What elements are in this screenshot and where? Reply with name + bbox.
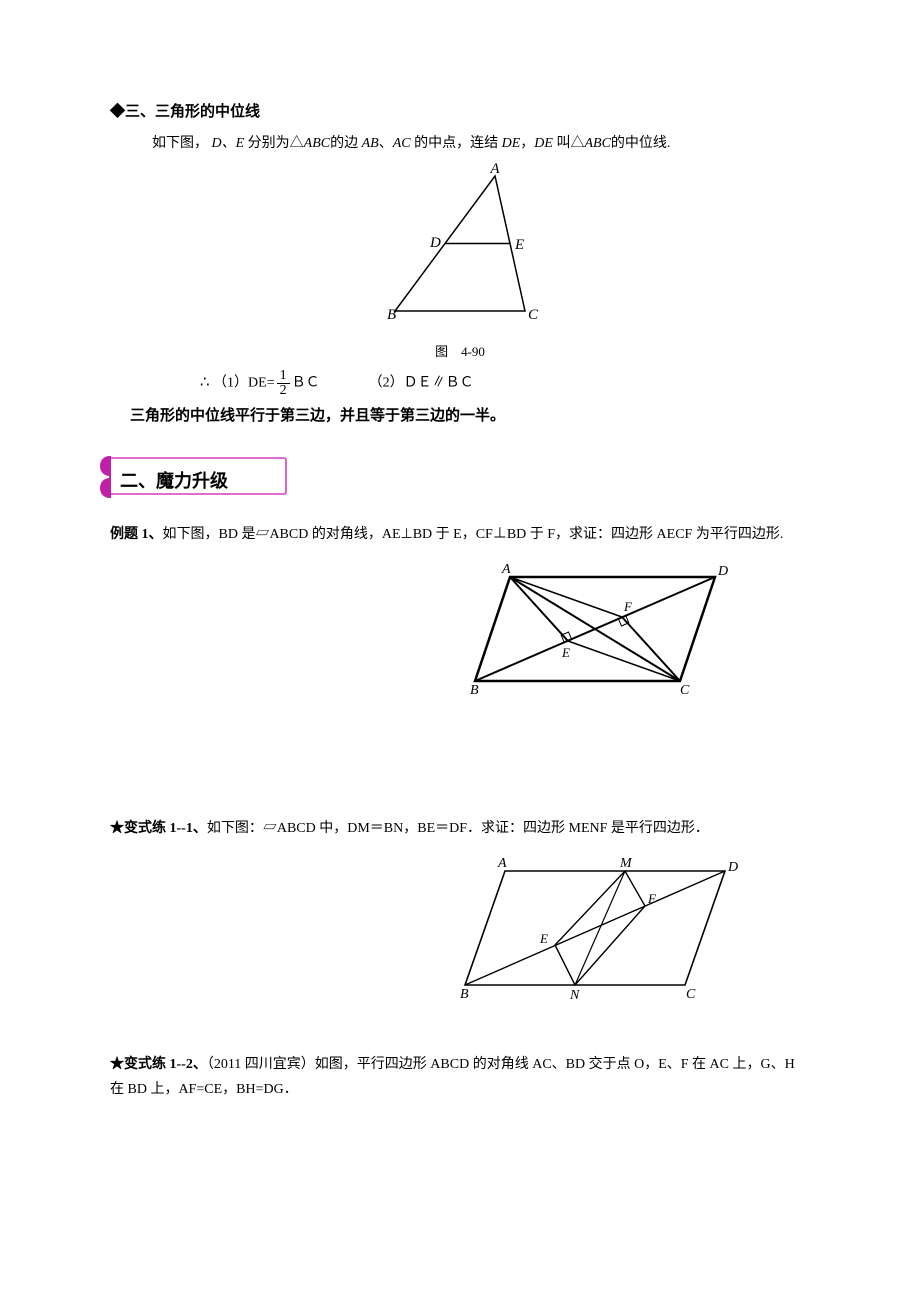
diag-bd bbox=[475, 577, 715, 681]
intro-t1: 分别为△ bbox=[248, 136, 304, 151]
formula-gap bbox=[323, 376, 365, 391]
intro-end: 的中位线. bbox=[611, 136, 671, 151]
lbl-d: D bbox=[717, 564, 728, 579]
label-e: E bbox=[514, 237, 524, 253]
label-a: A bbox=[489, 161, 500, 177]
lbl-f: F bbox=[623, 599, 633, 614]
frac-num: 1 bbox=[277, 369, 290, 384]
section-3-heading: ◆三、三角形的中位线 bbox=[110, 100, 810, 126]
figure-4-90-caption: 图 4-90 bbox=[110, 341, 810, 363]
parallelogram-menf-svg: A M D B N C E F bbox=[460, 853, 740, 1003]
section-3-intro: 如下图， D、E 分别为△ABC的边 AB、AC 的中点，连结 DE，DE 叫△… bbox=[110, 132, 810, 156]
example-1-label: 例题 1、 bbox=[110, 527, 163, 542]
variant-1-1-label: ★变式练 1--1、 bbox=[110, 821, 207, 836]
parallelogram-aecf-svg: A D B C E F bbox=[470, 559, 730, 699]
label-b: B bbox=[387, 307, 396, 323]
banner-text: 二、魔力升级 bbox=[120, 466, 228, 497]
variant-1-2-label: ★变式练 1--2、 bbox=[110, 1057, 207, 1072]
example-1-text: 如下图，BD 是▱ABCD 的对角线，AE⊥BD 于 E，CF⊥BD 于 F，求… bbox=[163, 527, 784, 542]
seg-nm bbox=[575, 871, 625, 985]
intro-de3: DE bbox=[534, 136, 553, 151]
lbl2-f: F bbox=[647, 891, 657, 906]
variant-1-1-figure: A M D B N C E F bbox=[110, 853, 810, 1012]
variant-1-2-text: （2011 四川宜宾）如图，平行四边形 ABCD 的对角线 AC、BD 交于点 … bbox=[110, 1057, 795, 1097]
lbl2-b: B bbox=[460, 987, 469, 1002]
label-c: C bbox=[528, 307, 539, 323]
intro-prefix: 如下图， bbox=[152, 136, 208, 151]
lbl2-e: E bbox=[539, 931, 548, 946]
label-d: D bbox=[429, 235, 441, 251]
intro-t4: 叫△ bbox=[556, 136, 584, 151]
lbl-c: C bbox=[680, 683, 690, 698]
fraction-half: 12 bbox=[277, 369, 290, 398]
banner-curl-bottom bbox=[100, 478, 110, 498]
lbl2-n: N bbox=[569, 988, 580, 1003]
midsegment-conclusion: 三角形的中位线平行于第三边，并且等于第三边的一半。 bbox=[110, 404, 810, 430]
frac-den: 2 bbox=[277, 384, 290, 398]
intro-abc2: ABC bbox=[584, 136, 610, 151]
formula-line: ∴ （1）DE=12ＢＣ （2）ＤＥ∥ＢＣ bbox=[110, 369, 810, 398]
therefore-symbol: ∴ bbox=[200, 375, 210, 391]
formula-2: （2）ＤＥ∥ＢＣ bbox=[369, 376, 474, 391]
example-1: 例题 1、如下图，BD 是▱ABCD 的对角线，AE⊥BD 于 E，CF⊥BD … bbox=[110, 522, 810, 547]
example-1-figure: A D B C E F bbox=[110, 559, 810, 708]
intro-comma: ， bbox=[520, 136, 534, 151]
intro-ac: AC bbox=[393, 136, 411, 151]
triangle-midsegment-svg: A B C D E bbox=[370, 161, 550, 336]
formula-1-close: ＢＣ bbox=[292, 376, 320, 391]
intro-t2: 的边 bbox=[330, 136, 358, 151]
variant-1-1: ★变式练 1--1、如下图：▱ABCD 中，DM＝BN，BE＝DF．求证：四边形… bbox=[110, 816, 810, 841]
intro-abc1: ABC bbox=[304, 136, 330, 151]
variant-1-2: ★变式练 1--2、（2011 四川宜宾）如图，平行四边形 ABCD 的对角线 … bbox=[110, 1052, 810, 1102]
lbl2-m: M bbox=[619, 856, 633, 871]
scroll-banner: 二、魔力升级 bbox=[100, 456, 290, 500]
formula-1-open: （1）DE= bbox=[213, 376, 275, 391]
lbl2-a: A bbox=[497, 856, 507, 871]
lbl-e: E bbox=[561, 645, 570, 660]
figure-4-90: A B C D E 图 4-90 bbox=[110, 161, 810, 363]
intro-sep: 、 bbox=[379, 136, 393, 151]
intro-de2: DE bbox=[502, 136, 521, 151]
lbl-b: B bbox=[470, 683, 479, 698]
lbl-a: A bbox=[501, 562, 511, 577]
diag-bd-2 bbox=[465, 871, 725, 985]
intro-ab: AB bbox=[362, 136, 379, 151]
variant-1-1-text: 如下图：▱ABCD 中，DM＝BN，BE＝DF．求证：四边形 MENF 是平行四… bbox=[207, 821, 709, 836]
lbl2-d: D bbox=[727, 860, 738, 875]
intro-de: D、E bbox=[212, 136, 245, 151]
intro-t3: 的中点，连结 bbox=[414, 136, 498, 151]
banner-curl-top bbox=[100, 456, 110, 476]
lbl2-c: C bbox=[686, 987, 696, 1002]
